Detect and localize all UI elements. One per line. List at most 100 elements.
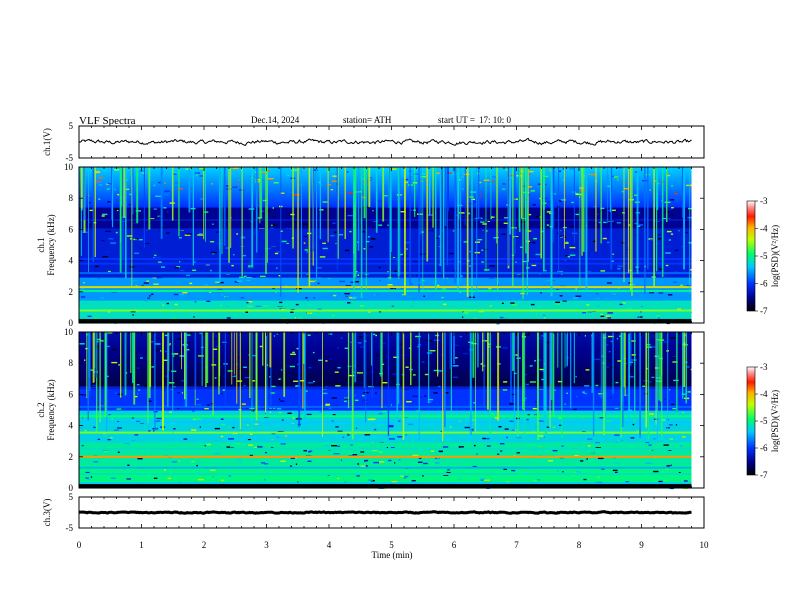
sferic-streak [283,332,286,397]
spectrogram-cell [411,480,416,482]
sferic-streak [119,167,122,273]
sferic-streak [521,167,523,219]
spectrogram-cell [595,447,601,449]
spectrogram-cell [564,259,567,261]
sferic-streak [181,332,182,370]
spectrogram-cell [636,430,642,432]
spectrogram-cell [114,188,116,191]
spectrogram-cell [267,178,274,180]
spectrogram-cell [286,174,290,176]
sferic-streak [154,332,156,431]
spectrogram-cell [239,462,241,465]
spectrogram-cell [666,465,671,467]
spectrogram-cell [541,378,544,381]
spectrogram-cell [104,435,108,437]
sferic-streak [87,332,89,421]
spectrogram-cell [530,190,535,192]
spectrogram-cell [237,183,239,186]
spectrogram-cell [600,313,604,316]
spectrogram-cell [252,380,255,382]
sferic-streak [645,332,647,428]
spectrogram-cell [273,216,275,218]
sferic-streak [360,167,363,298]
spectrogram-cell [503,381,508,383]
spectrogram-cell [127,444,130,446]
spectrogram-cell [535,401,538,403]
spectrogram-row [79,231,692,234]
spectrogram-cell [497,284,499,286]
spectrogram-cell [347,302,351,304]
spectrogram-cell [586,458,588,460]
sferic-streak [454,167,457,284]
spectrogram-cell [686,285,692,287]
spectrogram-cell [98,198,101,200]
spectrogram-cell [623,394,629,396]
sferic-streak [482,332,484,372]
sferic-streak [573,332,575,384]
spectrogram-cell [600,209,606,212]
spectrogram-cell [594,209,596,211]
spectrogram-cell [174,303,178,306]
spectrogram-cell [250,433,253,435]
spectrogram-row [79,253,692,256]
spectrogram-cell [437,284,440,287]
spectrogram-cell [424,395,427,397]
sferic-streak [459,167,462,283]
sferic-streak [449,332,452,369]
spectrogram-cell [448,470,450,472]
spectrogram-row [79,185,692,188]
sferic-streak [230,167,232,248]
sferic-streak [259,167,261,224]
spectrogram-cell [364,434,371,436]
spectrogram-cell [180,188,183,190]
spectrogram-cell [595,384,599,387]
spectrogram-cell [494,417,498,419]
spectrogram-cell [292,360,298,363]
spectrogram-row [79,450,692,453]
spectrogram-cell [557,232,559,235]
sferic-streak [304,332,306,429]
spectrogram-cell [433,369,439,372]
spectrogram-cell [378,310,381,313]
spectrogram-cell [335,385,341,387]
spectrogram-cell [405,366,409,368]
spectrogram-cell [236,380,243,382]
sferic-streak [522,167,524,300]
spectrogram-blank [691,167,704,323]
spectrogram-cell [438,450,443,452]
spectrogram-row [79,189,692,192]
spectrogram-cell [671,207,674,209]
y-tick-label: 10 [64,162,74,172]
spectrogram-cell [677,344,681,347]
y-tick-label: 4 [69,421,74,431]
spectrogram-cell [150,341,154,343]
sferic-streak [466,167,469,297]
spectrogram-row [79,370,692,373]
spectrogram-cell [129,193,132,196]
spectrogram-cell [575,375,577,378]
spectrogram-row [79,402,692,405]
spectrogram-cell [239,189,244,191]
spectrogram-cell [671,214,674,216]
spectrogram-cell [569,168,574,170]
spectrogram-cell [436,237,438,239]
sferic-streak [251,332,253,432]
spectrogram-cell [669,423,675,425]
spectrogram-cell [374,168,377,171]
spectrogram-cell [621,302,626,304]
sferic-streak [93,332,95,383]
spectrogram-cell [226,446,231,448]
spectrogram-cell [196,398,199,400]
spectrogram-cell [684,334,686,336]
spectrogram-cell [543,175,549,178]
spectrogram-cell [653,470,659,473]
spectrogram-cell [593,240,597,243]
spectrogram-cell [557,312,560,315]
spectrogram-cell [485,230,488,232]
spectrogram-cell [481,249,484,251]
sferic-streak [612,332,614,394]
ch3-waveform-trace [78,510,692,515]
spectrogram-cell [575,213,580,216]
sferic-streak [543,167,545,272]
spectrogram-cell [233,254,235,256]
